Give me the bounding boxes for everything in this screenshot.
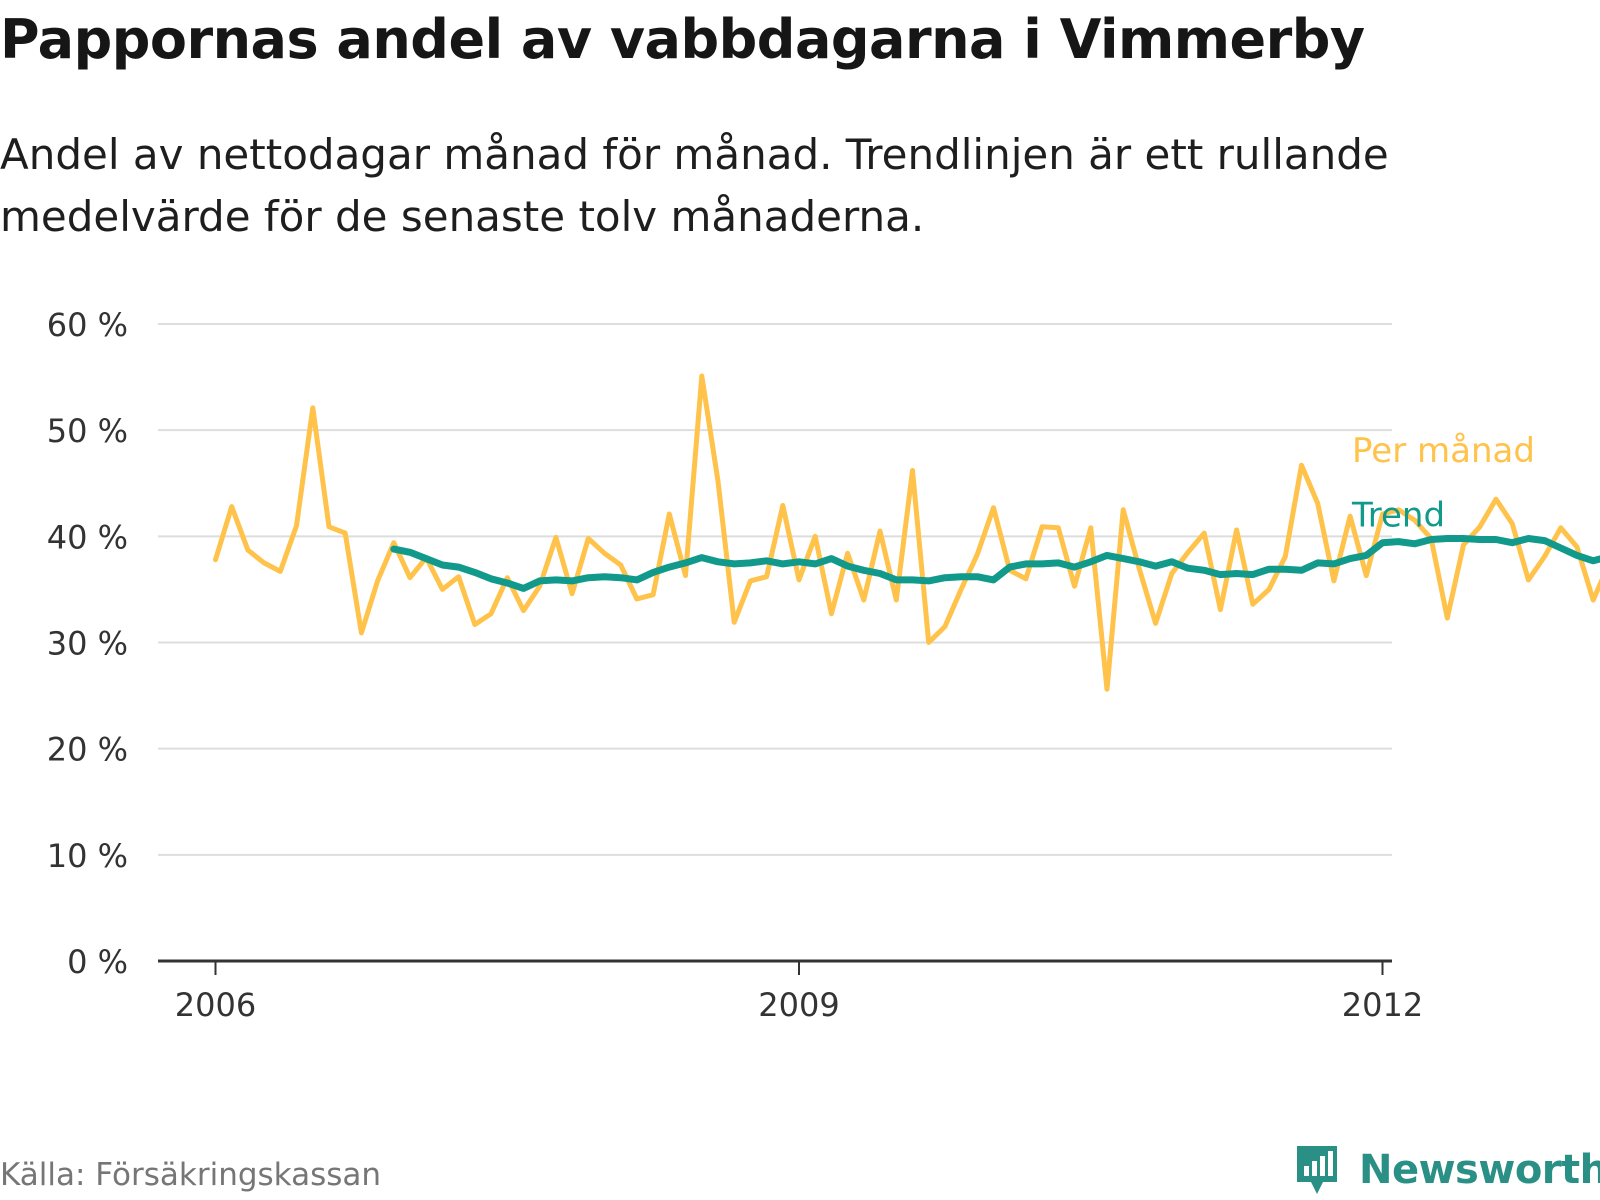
y-axis-ticks: 0 % 10 % 20 % 30 % 40 % 50 % 60 % bbox=[47, 306, 128, 981]
series-line-trend bbox=[390, 535, 1600, 592]
x-tick-label: 2009 bbox=[758, 986, 839, 1024]
brand-name: Newsworthy bbox=[1359, 1147, 1600, 1193]
y-tick-label: 40 % bbox=[47, 518, 128, 556]
series-lines bbox=[213, 373, 1600, 692]
legend-label-per-manad: Per månad bbox=[1352, 431, 1535, 471]
y-tick-label: 0 % bbox=[67, 943, 128, 981]
y-tick-label: 60 % bbox=[47, 306, 128, 344]
legend-labels: Per månad Trend bbox=[1351, 431, 1535, 535]
chart-title: Pappornas andel av vabbdagarna i Vimmerb… bbox=[0, 8, 1365, 71]
newsworthy-logo-icon bbox=[1297, 1146, 1337, 1194]
x-tick-label: 2006 bbox=[175, 986, 256, 1024]
source-note: Källa: Försäkringskassan bbox=[0, 1157, 382, 1193]
y-tick-label: 20 % bbox=[47, 731, 128, 769]
x-axis-ticks: 2006200920122015201820212023 bbox=[175, 961, 1423, 1024]
y-tick-label: 10 % bbox=[47, 837, 128, 875]
gridlines bbox=[158, 323, 1392, 856]
legend-label-trend: Trend bbox=[1351, 496, 1445, 536]
x-tick-label: 2012 bbox=[1342, 986, 1423, 1024]
brand-logo: Newsworthy bbox=[1293, 1140, 1600, 1200]
chart-subtitle: Andel av nettodagar månad för månad. Tre… bbox=[0, 130, 1389, 241]
y-tick-label: 50 % bbox=[47, 412, 128, 450]
line-chart: 0 % 10 % 20 % 30 % 40 % 50 % 60 % 2006 2009 2012… bbox=[47, 306, 1600, 1024]
y-tick-label: 30 % bbox=[47, 625, 128, 663]
